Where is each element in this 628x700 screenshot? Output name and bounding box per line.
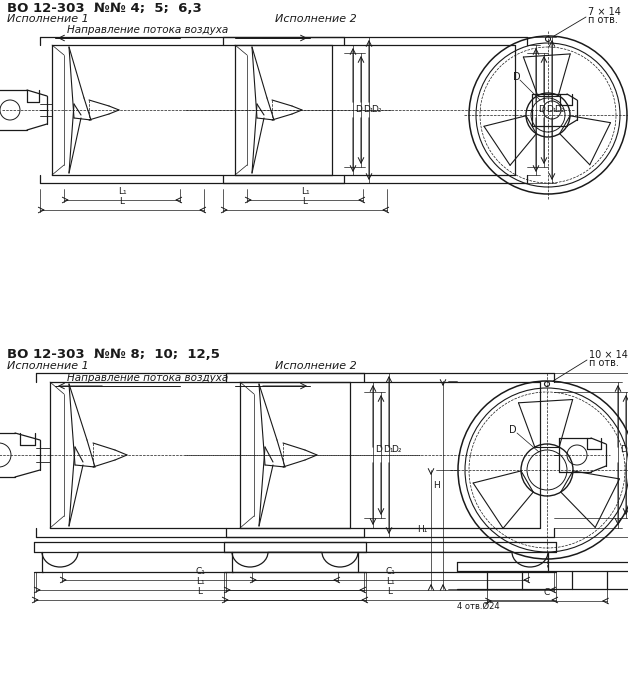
Text: ВО 12-303  №№ 8;  10;  12,5: ВО 12-303 №№ 8; 10; 12,5 [7,349,220,361]
Text: D: D [620,445,627,454]
Text: п отв.: п отв. [588,15,618,25]
Text: D: D [355,106,362,115]
Text: 7 × 14: 7 × 14 [588,7,621,17]
Text: Исполнение 2: Исполнение 2 [275,361,357,371]
Text: D₁: D₁ [363,106,374,115]
Text: D: D [538,106,545,115]
Text: L₁: L₁ [196,577,204,586]
Text: H₁: H₁ [418,525,428,534]
Text: D₂: D₂ [371,106,381,115]
Text: L₁: L₁ [117,187,126,196]
Text: Направление потока воздуха: Направление потока воздуха [67,25,229,35]
Text: 4 отв.Ø24: 4 отв.Ø24 [457,601,500,610]
Text: D₁: D₁ [546,106,556,115]
Text: L₁: L₁ [301,187,310,196]
Text: D: D [375,445,382,454]
Text: D: D [509,425,517,435]
Text: L₁: L₁ [386,577,394,586]
Text: C₁: C₁ [195,567,205,576]
Text: L: L [303,197,308,206]
Text: D₂: D₂ [554,106,565,115]
Text: п отв.: п отв. [589,358,619,368]
Text: Исполнение 2: Исполнение 2 [275,14,357,24]
Text: ВО 12-303  №№ 4;  5;  6,3: ВО 12-303 №№ 4; 5; 6,3 [7,1,202,15]
Text: D: D [513,72,521,82]
Text: D₂: D₂ [391,445,401,454]
Text: C₁: C₁ [385,567,395,576]
Text: 10 × 14: 10 × 14 [589,350,628,360]
Text: Направление потока воздуха: Направление потока воздуха [67,373,229,383]
Text: L: L [119,197,124,206]
Text: Исполнение 1: Исполнение 1 [7,14,89,24]
Text: L: L [197,587,202,596]
Text: Исполнение 1: Исполнение 1 [7,361,89,371]
Text: H: H [433,480,440,489]
Text: C: C [544,588,550,597]
Text: L: L [387,587,392,596]
Text: D₁: D₁ [383,445,394,454]
